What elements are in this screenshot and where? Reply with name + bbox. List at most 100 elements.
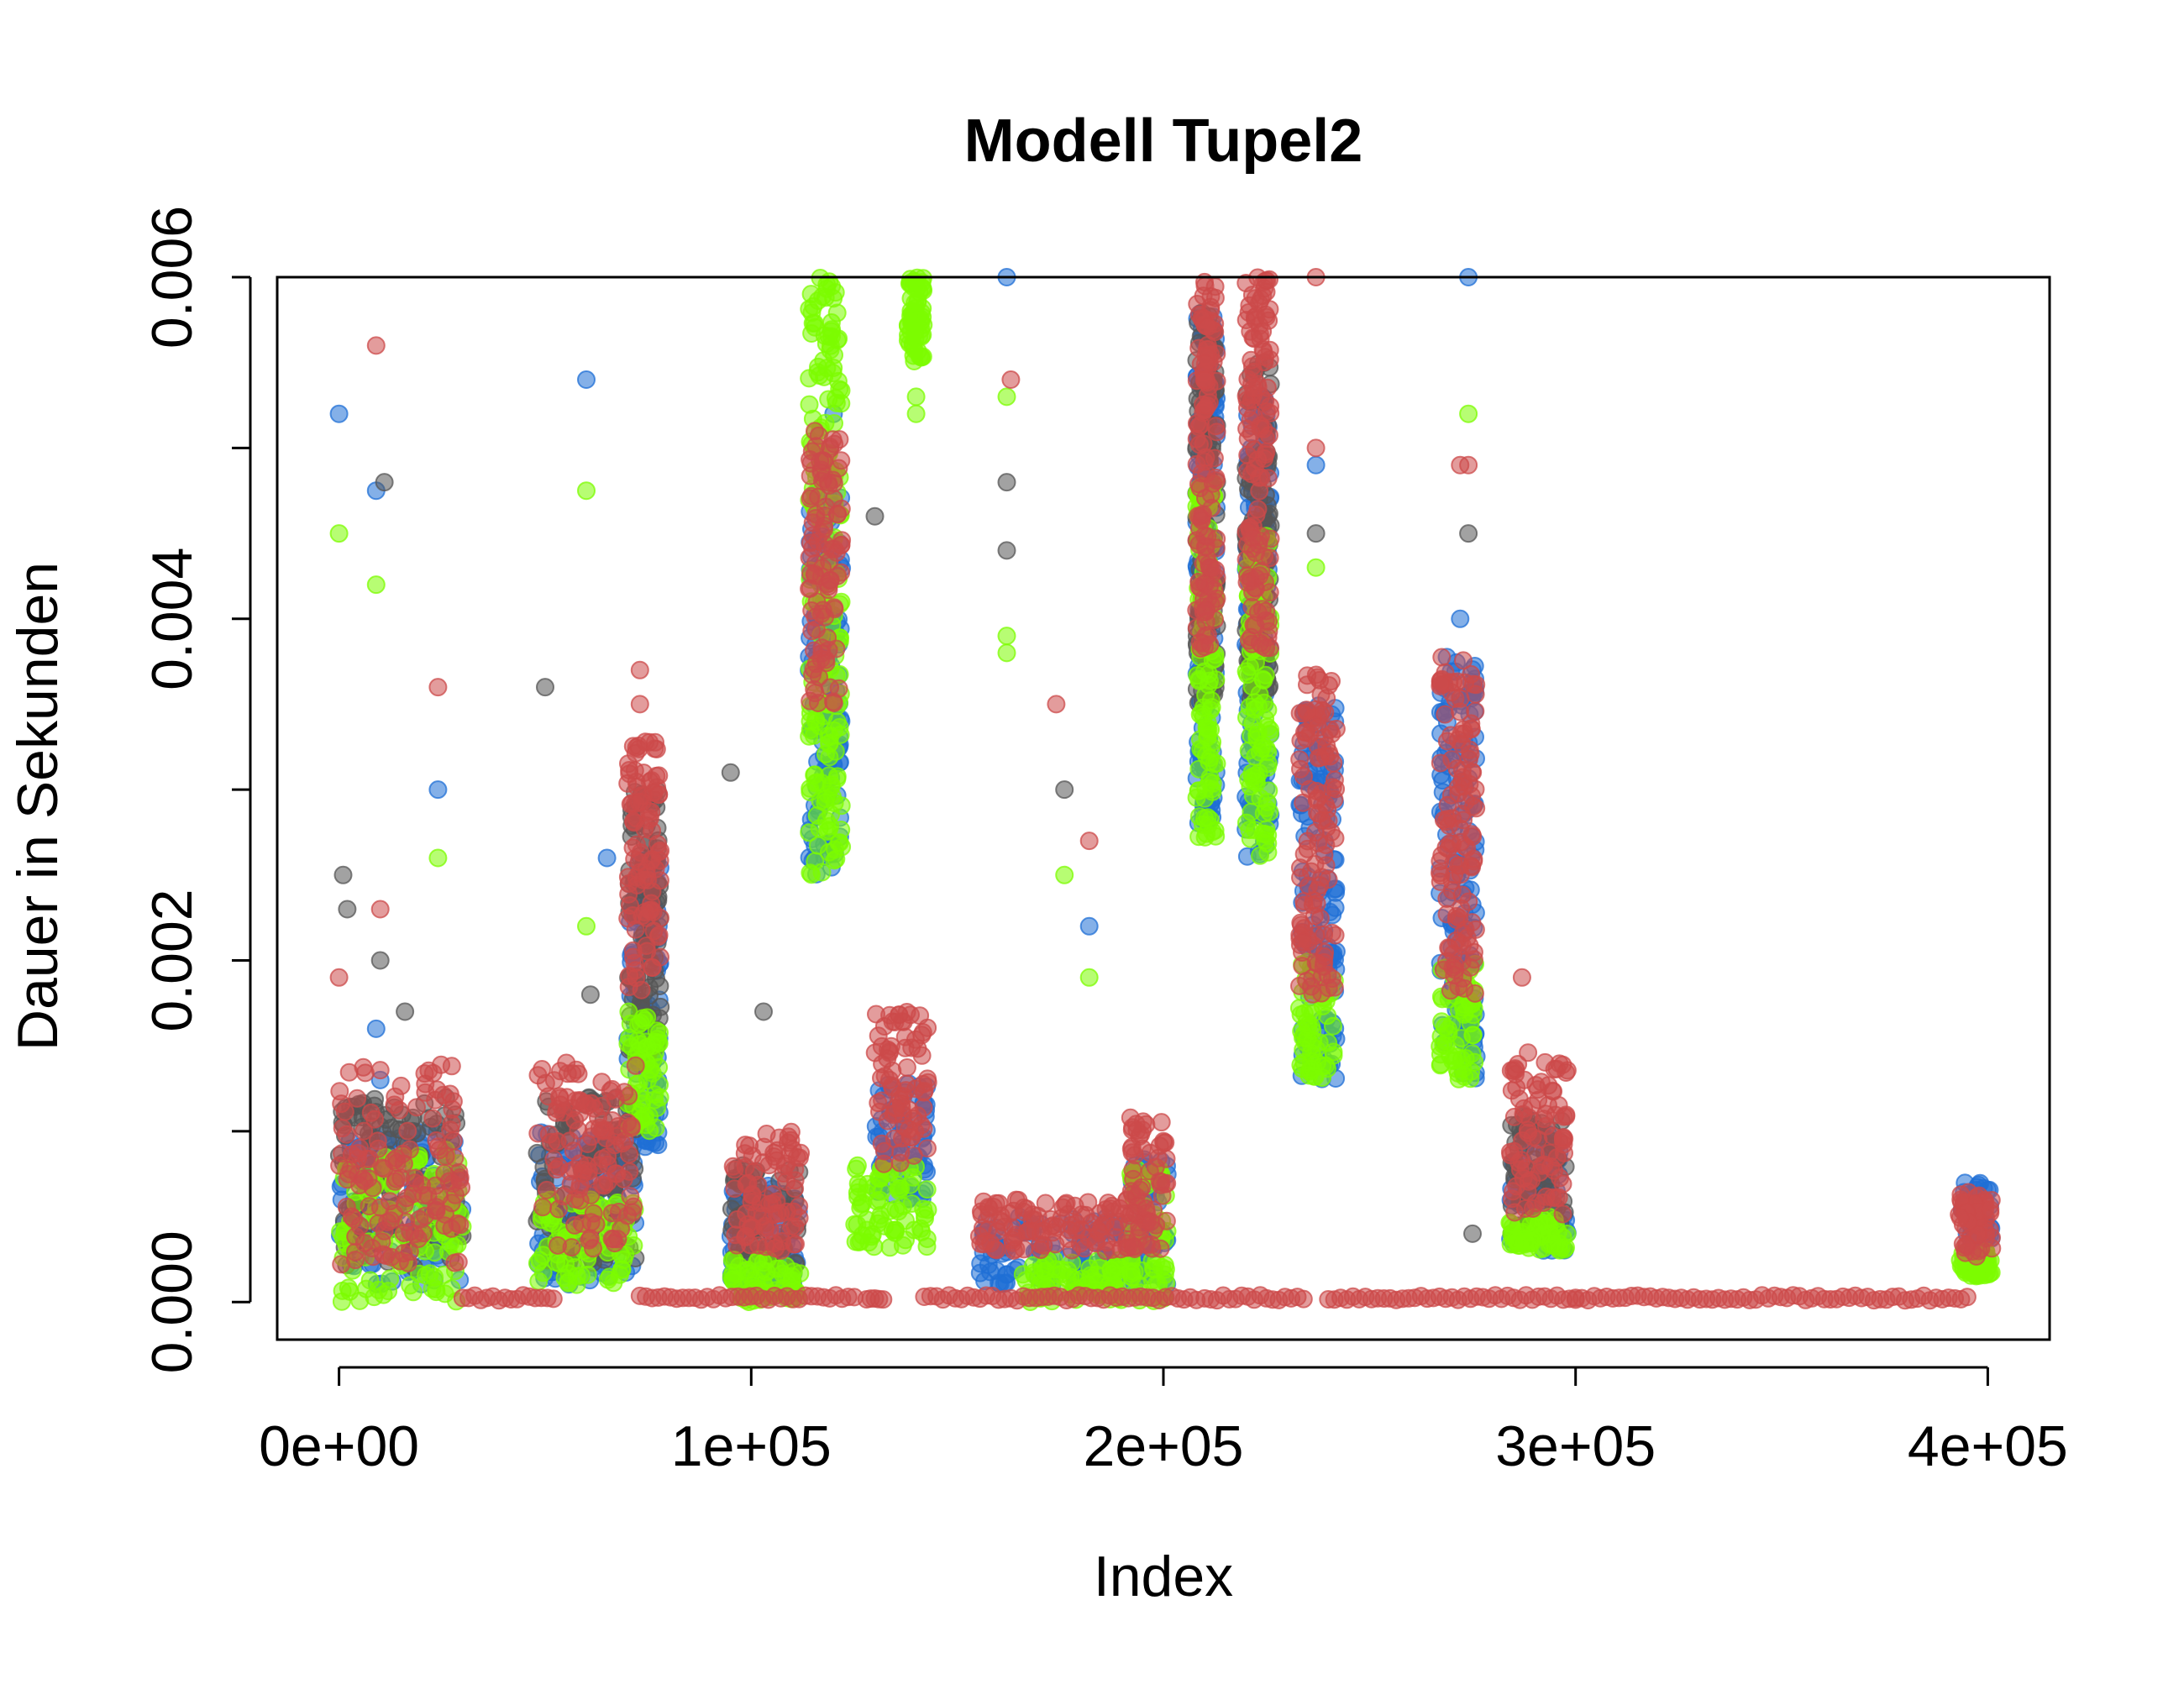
cluster-point (1504, 1235, 1524, 1254)
cluster-point (626, 1056, 645, 1075)
cluster-point (379, 1282, 398, 1301)
data-point (366, 575, 386, 595)
cluster-point (827, 505, 847, 524)
cluster-point (1034, 1235, 1053, 1255)
cluster-point (1258, 754, 1278, 774)
cluster-point (1245, 700, 1264, 719)
cluster-point (1323, 1016, 1342, 1036)
data-point (329, 524, 349, 543)
data-point (1306, 455, 1326, 475)
cluster-point (1324, 1042, 1343, 1062)
cluster-point (1246, 289, 1265, 308)
cluster-point (1243, 406, 1263, 425)
cluster-point (1198, 527, 1217, 546)
cluster-point (886, 1220, 905, 1240)
data-point (1079, 832, 1099, 851)
cluster-point (1242, 423, 1261, 443)
cluster-point (874, 1141, 894, 1161)
cluster-point (811, 523, 831, 543)
cluster-point (825, 414, 843, 433)
cluster-point (1549, 1188, 1568, 1207)
cluster-point (381, 1192, 399, 1211)
cluster-point (748, 1175, 768, 1194)
cluster-point (1431, 753, 1450, 773)
cluster-point (1507, 1177, 1526, 1196)
cluster-point (1062, 1241, 1081, 1260)
cluster-point (330, 1082, 349, 1101)
cluster-point (1198, 396, 1217, 415)
cluster-point (593, 1175, 612, 1194)
cluster-point (533, 1198, 553, 1217)
cluster-point (1252, 600, 1272, 619)
cluster-point (1432, 648, 1452, 667)
cluster-point (1447, 759, 1467, 779)
cluster-point (650, 1088, 669, 1107)
cluster-point (1256, 271, 1275, 291)
cluster-point (1121, 1139, 1141, 1158)
cluster-point (598, 1270, 617, 1289)
cluster-point (790, 1264, 810, 1283)
data-point (1459, 455, 1478, 475)
cluster-point (1202, 698, 1221, 717)
cluster-point (1195, 354, 1215, 373)
data-point (333, 865, 353, 884)
cluster-point (801, 564, 820, 583)
cluster-point (1519, 1043, 1538, 1062)
cluster-point (1151, 1239, 1170, 1258)
cluster-point (1310, 876, 1330, 895)
data-point (630, 660, 649, 679)
cluster-point (357, 1279, 375, 1298)
cluster-point (740, 1136, 759, 1156)
cluster-point (889, 1202, 908, 1221)
cluster-point (346, 1227, 365, 1246)
cluster-point (605, 1234, 624, 1253)
cluster-point (1463, 826, 1483, 846)
cluster-point (1310, 748, 1330, 767)
cluster-point (565, 1215, 585, 1235)
cluster-point (897, 1058, 916, 1077)
cluster-point (1444, 944, 1463, 963)
cluster-point (1240, 657, 1259, 676)
cluster-point (544, 1150, 564, 1169)
cluster-point (427, 1198, 446, 1217)
cluster-point (1189, 572, 1209, 591)
cluster-point (539, 1087, 558, 1106)
cluster-point (1326, 719, 1346, 738)
cluster-point (1251, 789, 1270, 808)
cluster-point (1016, 1271, 1036, 1290)
cluster-point (1256, 445, 1275, 464)
cluster-point (1455, 1067, 1474, 1086)
cluster-point (1301, 1059, 1320, 1078)
cluster-point (533, 1060, 552, 1078)
cluster-point (1291, 759, 1310, 779)
cluster-point (1252, 561, 1271, 580)
cluster-point (1553, 1204, 1572, 1224)
cluster-point (1550, 1241, 1569, 1260)
cluster-point (1436, 1017, 1455, 1036)
data-point (370, 951, 390, 970)
cluster-point (647, 740, 666, 758)
cluster-point (429, 1141, 449, 1160)
cluster-point (605, 1136, 624, 1155)
cluster-point (1123, 1237, 1142, 1256)
cluster-point (558, 1064, 577, 1083)
data-point (1463, 1224, 1482, 1243)
cluster-point (1142, 1212, 1160, 1231)
cluster-point (564, 1160, 584, 1179)
cluster-point (1326, 779, 1346, 799)
cluster-point (1242, 763, 1262, 783)
cluster-point (1535, 1110, 1554, 1129)
cluster-point (1197, 824, 1216, 843)
cluster-point (779, 1133, 797, 1152)
cluster-point (739, 1264, 759, 1283)
cluster-point (1257, 638, 1276, 658)
cluster-point (1431, 1056, 1450, 1075)
cluster-point (1434, 1036, 1453, 1055)
cluster-point (528, 1124, 548, 1143)
cluster-point (880, 1238, 900, 1257)
cluster-point (1297, 723, 1315, 742)
data-point (1079, 968, 1099, 987)
cluster-point (726, 1225, 745, 1245)
cluster-point (773, 1231, 792, 1251)
